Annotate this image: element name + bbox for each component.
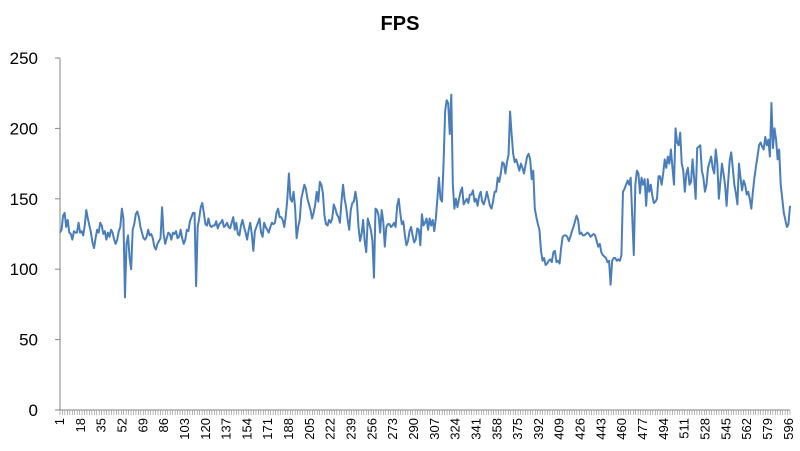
x-tick-label: 256 bbox=[364, 418, 379, 440]
x-tick-label: 358 bbox=[489, 418, 504, 440]
x-tick-label: 426 bbox=[573, 418, 588, 440]
x-tick-label: 409 bbox=[552, 418, 567, 440]
x-tick-label: 35 bbox=[94, 418, 109, 432]
x-axis: 1 18 35 52 69 86 103 120 137 154 171 188 205 222 239 25… bbox=[52, 409, 796, 440]
x-tick-label: 324 bbox=[448, 418, 463, 440]
y-axis: 0 50 100 150 200 250 bbox=[10, 49, 61, 420]
x-tick-label: 545 bbox=[718, 418, 733, 440]
x-tick-label: 69 bbox=[135, 418, 150, 432]
y-tick-label: 250 bbox=[10, 49, 38, 68]
x-tick-label: 511 bbox=[677, 418, 692, 439]
series-line-0 bbox=[59, 93, 791, 299]
x-tick-label: 103 bbox=[177, 418, 192, 440]
x-tick-label: 86 bbox=[156, 418, 171, 432]
x-tick-label: 341 bbox=[468, 418, 483, 440]
x-tick-label: 579 bbox=[760, 418, 775, 440]
x-tick-label: 528 bbox=[697, 418, 712, 440]
x-tick-label: 120 bbox=[198, 418, 213, 440]
y-tick-label: 50 bbox=[19, 331, 38, 350]
x-tick-label: 239 bbox=[344, 418, 359, 440]
x-tick-label: 392 bbox=[531, 418, 546, 440]
x-tick-label: 137 bbox=[219, 418, 234, 440]
chart-title: FPS bbox=[381, 13, 420, 35]
x-tick-label: 494 bbox=[656, 418, 671, 440]
x-tick-label: 460 bbox=[614, 418, 629, 440]
x-tick-label: 222 bbox=[323, 418, 338, 440]
y-tick-label: 200 bbox=[10, 119, 38, 138]
x-tick-label: 307 bbox=[427, 418, 442, 440]
y-tick-label: 150 bbox=[10, 190, 38, 209]
x-tick-label: 188 bbox=[281, 418, 296, 440]
x-tick-label: 273 bbox=[385, 418, 400, 440]
x-tick-label: 18 bbox=[73, 418, 88, 432]
x-tick-label: 443 bbox=[593, 418, 608, 440]
x-tick-label: 477 bbox=[635, 418, 650, 440]
y-tick-label: 100 bbox=[10, 260, 38, 279]
plot-area bbox=[59, 93, 791, 299]
x-tick-label: 596 bbox=[781, 418, 796, 440]
x-tick-label: 52 bbox=[114, 418, 129, 432]
x-tick-label: 171 bbox=[260, 418, 275, 440]
x-tick-label: 375 bbox=[510, 418, 525, 440]
x-tick-label: 154 bbox=[239, 418, 254, 440]
y-tick-label: 0 bbox=[29, 401, 38, 420]
x-tick-label: 205 bbox=[302, 418, 317, 440]
x-tick-label: 562 bbox=[739, 418, 754, 440]
x-tick-label: 290 bbox=[406, 418, 421, 440]
x-tick-label: 1 bbox=[52, 418, 67, 425]
